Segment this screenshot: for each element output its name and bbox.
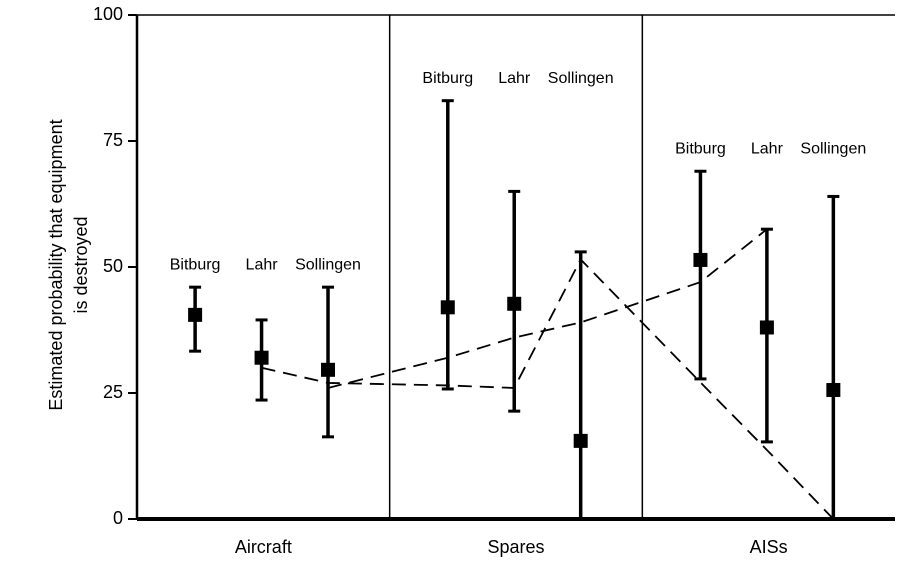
y-axis-label: Estimated probability that equipment (46, 119, 66, 410)
site-label: Lahr (751, 140, 784, 157)
y-tick-label: 0 (113, 508, 123, 528)
site-label: Sollingen (800, 140, 866, 157)
site-label: Sollingen (548, 70, 614, 87)
site-label: Lahr (498, 70, 531, 87)
group-label: Spares (487, 537, 544, 557)
site-label: Sollingen (295, 256, 361, 273)
point (693, 252, 708, 267)
y-axis-label: is destroyed (71, 216, 91, 313)
dashed-line (261, 257, 834, 520)
site-label: Lahr (246, 256, 279, 273)
y-tick-label: 25 (103, 382, 123, 402)
dashed-line (327, 228, 768, 389)
site-label: Bitburg (422, 70, 473, 87)
group-label: AISs (750, 537, 788, 557)
site-label: Bitburg (675, 140, 726, 157)
point (321, 362, 336, 377)
y-tick-label: 75 (103, 130, 123, 150)
point (507, 296, 522, 311)
point (440, 300, 455, 315)
y-tick-label: 50 (103, 256, 123, 276)
site-label: Bitburg (170, 256, 221, 273)
y-tick-label: 100 (93, 4, 123, 24)
point (826, 382, 841, 397)
point (759, 320, 774, 335)
point (573, 433, 588, 448)
group-label: Aircraft (235, 537, 292, 557)
point (188, 307, 203, 322)
point (254, 350, 269, 365)
